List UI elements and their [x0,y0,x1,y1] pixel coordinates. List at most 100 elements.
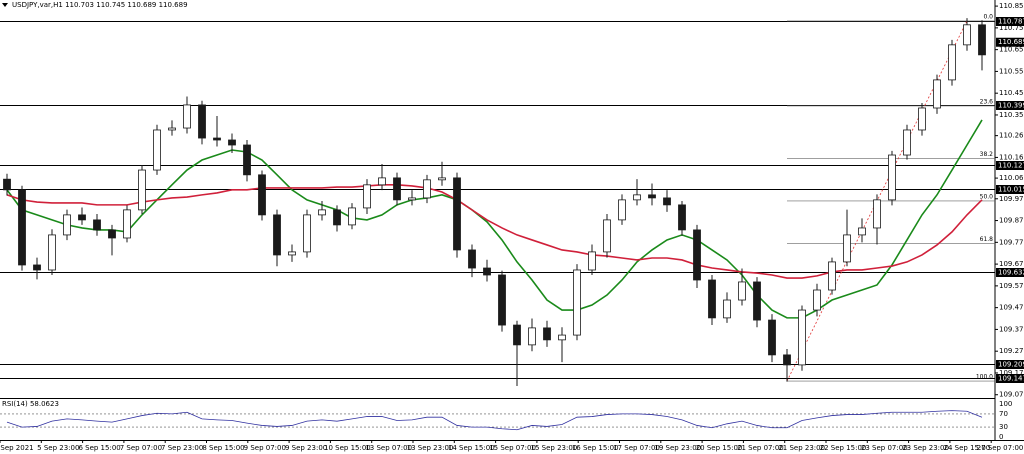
x-tick-label: 21 Sep 07:00 [737,444,784,452]
candle-body [273,214,281,256]
y-tick-label: 110.355 [999,111,1024,119]
x-tick-label: Sep 2021 [0,444,33,452]
y-tick-label: 109.770 [999,238,1024,246]
level-label: 110.399 [998,102,1024,110]
candle-body [618,199,626,221]
x-tick-label: 5 Sep 23:00 [37,444,79,452]
rsi-tick-label: 30 [999,423,1008,431]
candle-body [408,197,416,201]
x-tick-label: 17 Sep 07:00 [613,444,660,452]
rsi-tick-label: 0 [999,433,1003,441]
moving-average [6,184,983,279]
candle-body [603,219,611,253]
y-tick-label: 110.260 [999,132,1024,140]
candle-body [393,177,401,201]
x-tick-label: 21 Sep 23:00 [778,444,825,452]
y-tick-label: 110.555 [999,67,1024,75]
candle-body [18,189,26,266]
candle-body [588,251,596,271]
candle-body [738,281,746,301]
x-tick-label: 19 Sep 23:00 [654,444,701,452]
y-tick-label: 109.370 [999,325,1024,333]
last-price-label: 110.689 [998,38,1024,46]
level-label: 109.209 [998,361,1024,369]
candle-body [798,309,806,366]
x-tick-label: 24 Sep 15:00 [944,444,991,452]
y-tick-label: 109.170 [999,369,1024,377]
y-tick-label: 109.570 [999,282,1024,290]
symbol-dropdown[interactable] [2,3,8,7]
candle-body [573,269,581,336]
fib-label: 0.0 [983,13,993,20]
fib-label: 50.0 [980,193,994,200]
candle-body [813,289,821,311]
chart-title: USDJPY,var,H1 110.703 110.745 110.689 11… [12,1,188,9]
candle-body [198,104,206,139]
y-tick-label: 110.655 [999,46,1024,54]
candle-body [843,234,851,263]
candle-body [498,274,506,326]
x-tick-label: 7 Sep 23:00 [161,444,203,452]
candle-body [378,177,386,186]
y-tick-label: 109.270 [999,347,1024,355]
y-tick-label: 109.070 [999,391,1024,399]
candle-body [978,24,986,56]
candle-body [528,327,536,346]
rsi-tick-label: 100 [999,400,1012,408]
x-tick-label: 14 Sep 15:00 [448,444,495,452]
level-label: 110.787 [998,18,1024,26]
x-tick-label: 23 Sep 23:00 [902,444,949,452]
candle-body [768,319,776,356]
rsi-tick-label: 70 [999,410,1008,418]
level-label-bg [996,101,1024,110]
candle-body [708,279,716,319]
x-tick-label: 10 Sep 15:00 [324,444,371,452]
candle-body [138,169,146,211]
level-label-bg [996,374,1024,383]
fib-label: 23.6 [980,98,994,105]
level-label-bg [996,17,1024,26]
candle-body [783,354,791,366]
candle-body [873,199,881,229]
candle-body [363,184,371,209]
x-tick-label: 9 Sep 07:00 [244,444,286,452]
candle-body [318,209,326,216]
level-label-bg [996,360,1024,369]
candle-body [888,154,896,201]
y-tick-label: 110.065 [999,174,1024,182]
x-tick-label: 8 Sep 15:00 [202,444,244,452]
candle-body [258,174,266,216]
level-label: 109.632 [998,269,1024,277]
y-tick-label: 109.670 [999,260,1024,268]
x-tick-label: 9 Sep 23:00 [285,444,327,452]
candle-body [438,177,446,181]
candle-body [918,107,926,131]
level-label-bg [996,268,1024,277]
candle-body [183,104,191,129]
y-tick-label: 110.855 [999,2,1024,10]
x-tick-label: 16 Sep 15:00 [572,444,619,452]
candle-body [3,178,11,191]
candle-body [468,249,476,269]
candle-body [288,251,296,256]
candle-body [48,234,56,271]
candle-body [543,327,551,341]
x-tick-label: 7 Sep 07:00 [120,444,162,452]
x-tick-label: 20 Sep 15:00 [696,444,743,452]
candle-body [303,214,311,253]
x-tick-label: 23 Sep 07:00 [861,444,908,452]
candle-body [963,24,971,46]
candle-body [633,194,641,201]
x-tick-label: 6 Sep 15:00 [78,444,120,452]
candle-body [453,177,461,251]
candle-body [63,214,71,236]
candle-body [723,299,731,319]
candle-body [483,267,491,276]
candle-body [903,129,911,156]
candle-body [948,44,956,81]
candle-body [78,214,86,221]
level-label: 110.127 [998,162,1024,170]
candle-body [753,281,761,321]
candle-body [558,334,566,341]
